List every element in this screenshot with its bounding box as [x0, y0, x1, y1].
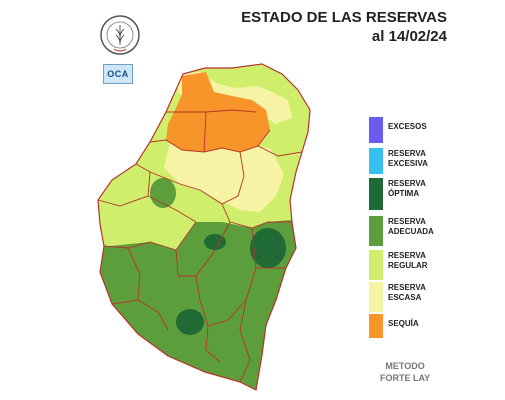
legend-swatch-optima: [369, 178, 383, 210]
legend-label-excesos: EXCESOS: [388, 122, 427, 131]
title-line-2: al 14/02/24: [371, 28, 447, 45]
bolsa-cereales-seal-logo: [100, 15, 140, 55]
zone-optima-spot-2: [250, 228, 286, 268]
legend-label-adecuada: RESERVA ADECUADA: [388, 217, 434, 236]
legend-label-sequia: SEQUÍA: [388, 319, 419, 328]
legend-swatch-regular: [369, 250, 383, 280]
legend-label-regular: RESERVA REGULAR: [388, 251, 428, 270]
legend-label-optima: RESERVA ÓPTIMA: [388, 179, 426, 198]
zone-sequia-north: [166, 72, 270, 152]
map-title: ESTADO DE LAS RESERVAS al 14/02/24: [241, 8, 447, 46]
legend-label-escasa: RESERVA ESCASA: [388, 283, 426, 302]
method-note: METODO FORTE LAY: [380, 360, 430, 384]
legend-swatch-excesos: [369, 117, 383, 143]
zone-optima-spot-3: [176, 309, 204, 335]
province-outline: [97, 63, 311, 391]
legend-swatch-sequia: [369, 314, 383, 338]
legend-swatch-escasa: [369, 282, 383, 312]
legend-swatch-adecuada: [369, 216, 383, 246]
title-line-1: ESTADO DE LAS RESERVAS: [241, 9, 447, 26]
zone-optima-spot-1: [204, 234, 226, 250]
method-line-2: FORTE LAY: [380, 373, 431, 383]
legend-label-excesiva: RESERVA EXCESIVA: [388, 149, 428, 168]
department-borders: [97, 109, 303, 383]
legend-swatch-excesiva: [369, 148, 383, 174]
oca-logo: OCA: [103, 64, 133, 84]
method-line-1: METODO: [385, 361, 425, 371]
